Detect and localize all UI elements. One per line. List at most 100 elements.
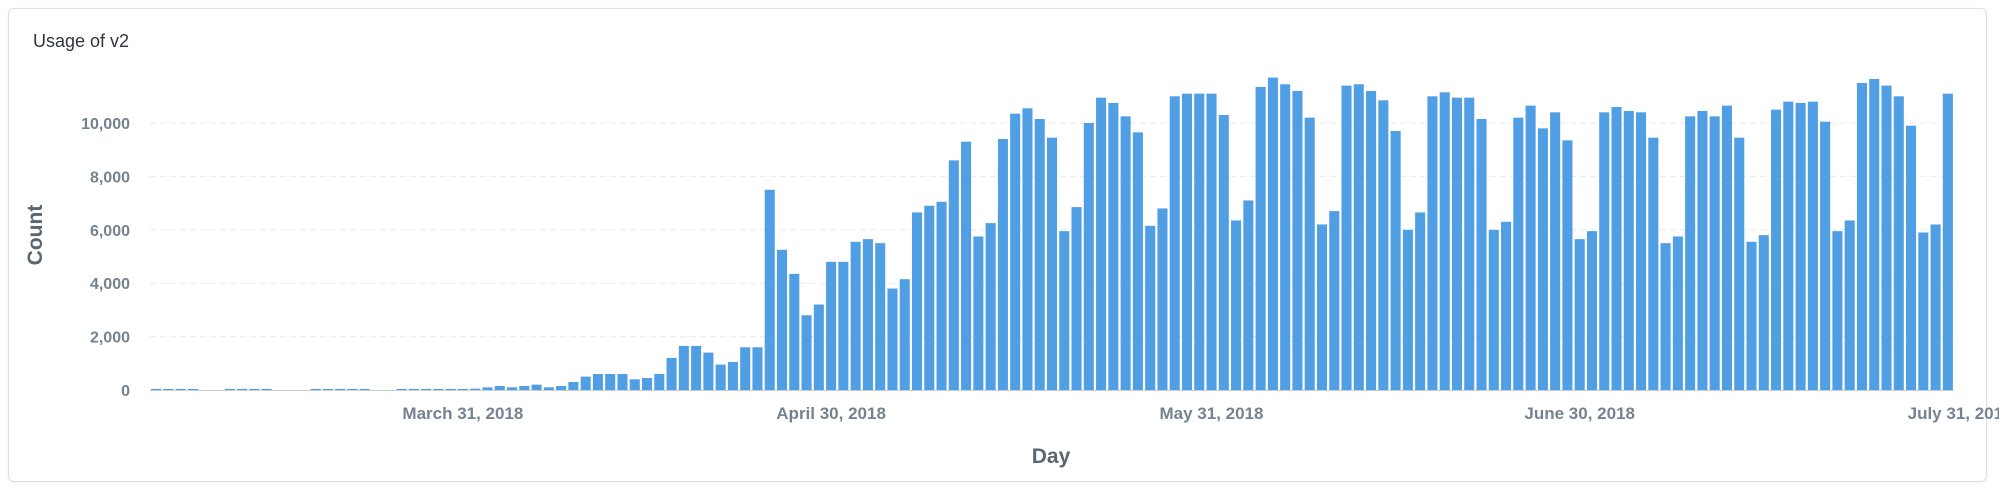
bar[interactable] (985, 223, 996, 391)
bar[interactable] (531, 384, 542, 390)
bar[interactable] (1010, 113, 1021, 390)
bar[interactable] (1059, 231, 1070, 390)
bar[interactable] (1807, 101, 1818, 390)
bar[interactable] (396, 388, 407, 390)
bar[interactable] (408, 388, 419, 390)
bar[interactable] (1120, 116, 1131, 390)
bar[interactable] (1022, 108, 1033, 390)
bar[interactable] (703, 352, 714, 390)
bar[interactable] (1194, 93, 1205, 390)
bar[interactable] (948, 160, 959, 390)
bar[interactable] (1721, 105, 1732, 391)
bar[interactable] (507, 387, 518, 390)
bar[interactable] (175, 388, 186, 390)
bar[interactable] (335, 388, 346, 390)
bar[interactable] (801, 315, 812, 390)
bar[interactable] (1906, 125, 1917, 391)
bar[interactable] (1280, 84, 1291, 390)
bar[interactable] (1132, 132, 1143, 390)
bar[interactable] (1169, 96, 1180, 391)
bar[interactable] (936, 201, 947, 390)
bar[interactable] (237, 388, 248, 390)
bar[interactable] (1537, 128, 1548, 390)
bar[interactable] (752, 347, 763, 390)
bar[interactable] (789, 273, 800, 390)
bar[interactable] (482, 387, 493, 390)
bar[interactable] (813, 304, 824, 390)
bar[interactable] (543, 387, 554, 390)
bar[interactable] (629, 379, 640, 390)
bar[interactable] (1476, 119, 1487, 390)
bar[interactable] (1832, 231, 1843, 390)
bar[interactable] (1427, 96, 1438, 391)
bar[interactable] (997, 139, 1008, 390)
bar[interactable] (445, 388, 456, 390)
bar[interactable] (261, 388, 272, 390)
bar[interactable] (911, 212, 923, 390)
bar[interactable] (1353, 84, 1364, 390)
bar[interactable] (1243, 200, 1254, 390)
bar[interactable] (862, 239, 873, 390)
bar[interactable] (1672, 236, 1683, 390)
bar[interactable] (1034, 119, 1045, 390)
bar[interactable] (1550, 112, 1561, 390)
bar[interactable] (1795, 102, 1806, 390)
bar[interactable] (1488, 229, 1499, 390)
bar[interactable] (776, 249, 788, 390)
bar[interactable] (347, 388, 358, 390)
bar[interactable] (727, 361, 738, 390)
bar[interactable] (899, 279, 910, 390)
bar[interactable] (1918, 232, 1929, 390)
bar[interactable] (1930, 224, 1941, 390)
bar[interactable] (1316, 224, 1328, 390)
bar[interactable] (1341, 85, 1352, 391)
bar[interactable] (1893, 96, 1904, 391)
bar[interactable] (1636, 112, 1647, 390)
bar[interactable] (470, 388, 481, 390)
bar[interactable] (973, 236, 984, 390)
bar[interactable] (151, 388, 162, 390)
bar[interactable] (1390, 131, 1401, 390)
bar[interactable] (187, 388, 198, 390)
bar[interactable] (1501, 221, 1512, 390)
bar[interactable] (1402, 229, 1413, 390)
bar[interactable] (1218, 114, 1229, 391)
bar[interactable] (457, 388, 468, 390)
bar[interactable] (1157, 208, 1168, 390)
bar[interactable] (1096, 97, 1107, 390)
bar[interactable] (1599, 112, 1610, 390)
bar[interactable] (764, 189, 775, 390)
bar[interactable] (1758, 235, 1769, 390)
bar[interactable] (1709, 116, 1720, 390)
bar[interactable] (1574, 239, 1585, 390)
bar[interactable] (826, 261, 837, 390)
bar[interactable] (1304, 117, 1315, 390)
bar[interactable] (924, 205, 935, 390)
bar[interactable] (592, 373, 603, 390)
bar[interactable] (1856, 82, 1867, 390)
bar[interactable] (1366, 90, 1377, 391)
bar[interactable] (1451, 97, 1463, 390)
bar[interactable] (1648, 137, 1659, 390)
bar[interactable] (1071, 207, 1082, 390)
bar[interactable] (310, 388, 321, 390)
bar[interactable] (605, 373, 616, 390)
bar[interactable] (1525, 105, 1536, 391)
bar[interactable] (1660, 243, 1671, 390)
bar[interactable] (1145, 225, 1156, 390)
bar[interactable] (1746, 241, 1757, 390)
bar[interactable] (1685, 116, 1696, 390)
bar[interactable] (838, 261, 849, 390)
bar[interactable] (850, 241, 861, 390)
bar[interactable] (1046, 137, 1058, 390)
bar[interactable] (1329, 211, 1340, 390)
bar[interactable] (1820, 121, 1831, 391)
bar[interactable] (1783, 101, 1794, 390)
bar[interactable] (519, 386, 530, 390)
bar[interactable] (1697, 110, 1708, 391)
bar[interactable] (887, 288, 898, 390)
bar[interactable] (433, 388, 444, 390)
bar[interactable] (322, 388, 333, 390)
bar[interactable] (715, 364, 726, 390)
bar[interactable] (1586, 231, 1597, 390)
